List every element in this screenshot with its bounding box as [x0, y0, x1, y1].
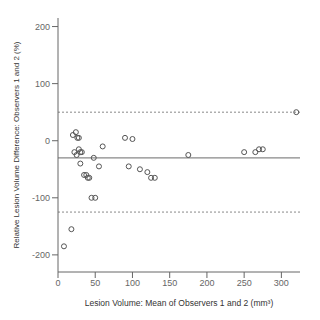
svg-text:-200: -200: [32, 250, 50, 260]
svg-text:200: 200: [199, 278, 214, 288]
svg-text:200: 200: [35, 22, 50, 32]
svg-text:250: 250: [237, 278, 252, 288]
svg-text:0: 0: [45, 136, 50, 146]
svg-text:50: 50: [90, 278, 100, 288]
svg-text:Lesion Volume: Mean of Observe: Lesion Volume: Mean of Observers 1 and 2…: [85, 298, 274, 308]
svg-text:-100: -100: [32, 193, 50, 203]
svg-text:150: 150: [162, 278, 177, 288]
svg-text:300: 300: [274, 278, 289, 288]
svg-text:Relative Lesion Volume Differe: Relative Lesion Volume Difference: Obser…: [12, 41, 21, 248]
svg-text:100: 100: [125, 278, 140, 288]
svg-text:0: 0: [55, 278, 60, 288]
svg-text:100: 100: [35, 79, 50, 89]
